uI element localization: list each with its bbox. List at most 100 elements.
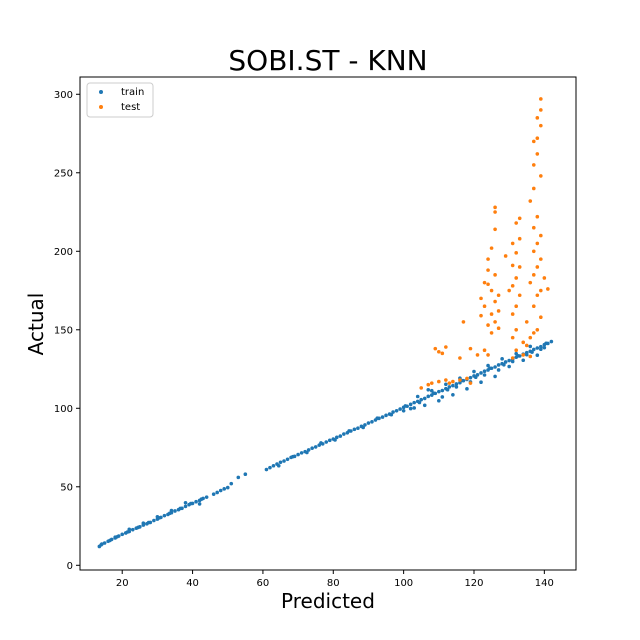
data-point-test <box>514 348 518 352</box>
data-point-train <box>127 527 132 532</box>
data-point-test <box>479 313 483 318</box>
data-point-train <box>285 457 290 462</box>
data-point-test <box>489 288 494 293</box>
y-axis-label: Actual <box>24 293 48 356</box>
data-point-test <box>535 152 540 156</box>
data-point-test <box>531 273 536 277</box>
data-point-test <box>510 263 515 268</box>
data-point-train <box>465 387 469 391</box>
data-point-test <box>535 241 540 246</box>
data-point-test <box>486 282 490 287</box>
data-point-train <box>479 380 483 385</box>
data-point-train <box>183 504 188 509</box>
data-point-train <box>218 488 223 493</box>
y-tick-label: 150 <box>54 325 73 336</box>
data-point-test <box>458 356 462 360</box>
data-point-test <box>528 199 533 203</box>
data-point-train <box>162 513 167 518</box>
data-point-test <box>465 376 469 381</box>
data-point-train <box>431 391 436 396</box>
data-point-train <box>173 509 177 513</box>
data-point-train <box>426 387 431 392</box>
data-point-test <box>458 378 462 382</box>
data-point-test <box>493 320 497 324</box>
data-point-test <box>475 353 480 357</box>
data-point-train <box>236 475 241 480</box>
data-point-test <box>521 353 526 357</box>
data-point-train <box>493 365 497 369</box>
data-point-train <box>542 345 547 350</box>
data-point-train <box>366 421 371 425</box>
data-point-train <box>486 363 490 368</box>
data-point-train <box>472 369 476 374</box>
data-point-train <box>530 350 534 354</box>
data-point-train <box>437 398 441 403</box>
data-point-train <box>440 388 445 393</box>
data-point-train <box>539 347 543 352</box>
data-point-train <box>426 394 431 399</box>
data-point-train <box>496 368 501 372</box>
data-point-test <box>514 251 518 255</box>
data-point-train <box>531 347 536 352</box>
data-point-train <box>437 389 441 394</box>
data-point-train <box>194 499 198 504</box>
data-point-test <box>531 304 536 309</box>
data-point-test <box>517 265 522 269</box>
data-point-test <box>493 205 497 210</box>
data-point-train <box>535 353 540 358</box>
data-point-test <box>510 241 515 246</box>
y-tick-label: 50 <box>60 482 73 493</box>
x-tick-label: 60 <box>257 578 270 589</box>
data-point-train <box>502 362 506 367</box>
data-point-train <box>99 543 103 547</box>
data-point-train <box>243 472 248 477</box>
data-point-test <box>482 280 487 285</box>
legend-label-train: train <box>121 87 144 98</box>
x-tick-label: 140 <box>535 578 554 589</box>
data-point-test <box>510 335 515 340</box>
data-point-test <box>444 378 448 382</box>
data-point-test <box>507 288 511 293</box>
series-train <box>97 339 554 549</box>
data-point-train <box>155 514 160 519</box>
y-tick-label: 100 <box>54 404 73 415</box>
data-point-test <box>489 331 494 335</box>
data-point-test <box>426 382 431 387</box>
data-point-train <box>278 460 283 465</box>
data-point-test <box>493 299 497 304</box>
data-point-test <box>531 186 536 191</box>
x-tick-label: 100 <box>394 578 413 589</box>
data-point-test <box>482 348 487 352</box>
data-point-train <box>510 359 515 364</box>
data-point-train <box>324 440 329 444</box>
plot-area <box>97 97 554 549</box>
data-point-test <box>539 315 543 320</box>
data-point-train <box>229 481 234 486</box>
data-point-test <box>539 288 543 293</box>
data-point-train <box>521 358 526 363</box>
data-point-test <box>510 284 515 288</box>
y-tick-label: 250 <box>54 168 73 179</box>
data-point-test <box>539 233 543 238</box>
series-test <box>419 97 550 390</box>
data-point-train <box>169 508 174 513</box>
data-point-train <box>313 445 318 449</box>
data-point-train <box>417 400 422 405</box>
data-point-test <box>535 116 540 120</box>
data-point-test <box>451 379 455 384</box>
legend-marker-train <box>99 90 103 94</box>
data-point-test <box>510 356 515 360</box>
data-point-train <box>310 446 314 450</box>
data-point-train <box>222 487 227 491</box>
data-point-train <box>524 352 529 357</box>
data-point-test <box>539 108 543 112</box>
data-point-train <box>500 357 504 361</box>
data-point-train <box>363 423 367 427</box>
data-point-train <box>482 369 487 374</box>
data-point-test <box>517 216 522 221</box>
data-point-train <box>338 434 343 438</box>
data-point-train <box>544 341 548 346</box>
data-point-train <box>102 541 107 545</box>
data-point-test <box>531 249 536 254</box>
data-point-test <box>496 309 501 313</box>
